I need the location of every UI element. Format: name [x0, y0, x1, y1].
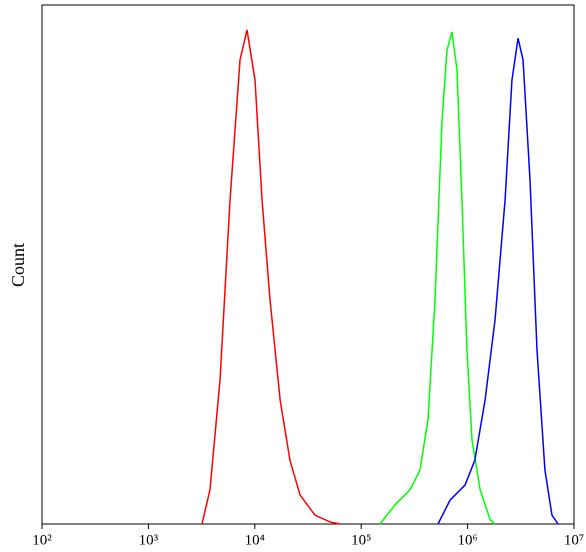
x-tick-label: 10³: [139, 532, 159, 548]
y-axis-label: Count: [8, 243, 28, 287]
x-tick-label: 10⁶: [457, 532, 477, 548]
plot-frame: [41, 4, 575, 525]
series-line: [437, 38, 559, 525]
series-line: [201, 29, 341, 525]
x-tick-label: 10⁷: [564, 532, 584, 548]
x-tick-label: 10²: [32, 532, 52, 548]
x-tick-label: 10⁴: [245, 532, 265, 548]
series-line: [379, 31, 496, 525]
x-tick-label: 10⁵: [351, 532, 371, 548]
